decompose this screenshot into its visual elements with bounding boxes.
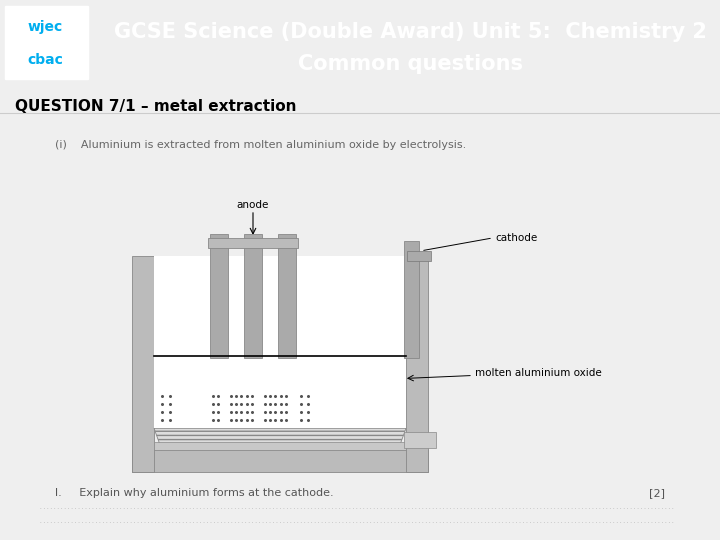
- Text: anode: anode: [237, 200, 269, 210]
- Text: l.     Explain why aluminium forms at the cathode.: l. Explain why aluminium forms at the ca…: [55, 488, 333, 498]
- Text: cathode: cathode: [495, 233, 537, 243]
- Bar: [407, 251, 431, 261]
- Text: cbac: cbac: [27, 53, 63, 67]
- Bar: [154, 256, 406, 355]
- Text: molten aluminium oxide: molten aluminium oxide: [475, 368, 602, 379]
- Text: wjec: wjec: [28, 21, 63, 35]
- Text: GCSE Science (Double Award) Unit 5:  Chemistry 2: GCSE Science (Double Award) Unit 5: Chem…: [114, 22, 707, 42]
- Bar: [404, 433, 436, 448]
- Bar: [154, 442, 406, 450]
- Bar: [132, 256, 154, 472]
- Bar: [406, 256, 428, 472]
- Bar: [208, 238, 298, 248]
- FancyBboxPatch shape: [5, 6, 88, 79]
- Bar: [154, 355, 406, 428]
- Text: (i)    Aluminium is extracted from molten aluminium oxide by electrolysis.: (i) Aluminium is extracted from molten a…: [55, 140, 467, 150]
- Bar: [210, 234, 228, 357]
- Text: QUESTION 7/1 – metal extraction: QUESTION 7/1 – metal extraction: [15, 99, 297, 114]
- Bar: [278, 234, 296, 357]
- Bar: [404, 241, 419, 357]
- Bar: [132, 450, 428, 472]
- Text: Common questions: Common questions: [298, 54, 523, 74]
- Polygon shape: [154, 428, 406, 450]
- Text: [2]: [2]: [649, 488, 665, 498]
- Bar: [244, 234, 262, 357]
